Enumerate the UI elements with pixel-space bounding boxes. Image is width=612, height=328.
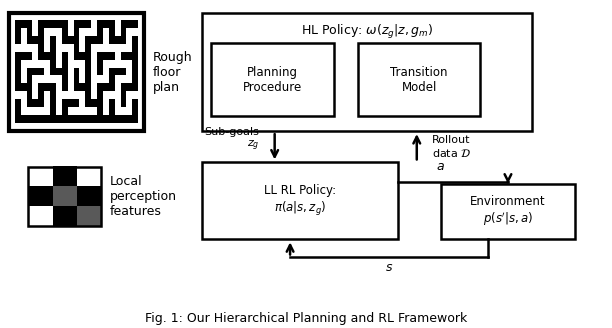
- Text: Transition
Model: Transition Model: [390, 66, 448, 93]
- Text: Local
perception
features: Local perception features: [110, 175, 177, 218]
- Bar: [28, 167, 101, 226]
- FancyBboxPatch shape: [441, 184, 575, 239]
- FancyBboxPatch shape: [202, 162, 398, 239]
- Text: Fig. 1: Our Hierarchical Planning and RL Framework: Fig. 1: Our Hierarchical Planning and RL…: [145, 312, 467, 325]
- Text: Planning
Procedure: Planning Procedure: [243, 66, 302, 93]
- Text: $s$: $s$: [385, 261, 393, 274]
- Text: Sub-goals
$z_g$: Sub-goals $z_g$: [204, 127, 259, 153]
- Bar: [9, 13, 144, 131]
- Text: HL Policy: $\omega(z_g|z, g_m)$: HL Policy: $\omega(z_g|z, g_m)$: [301, 23, 433, 41]
- FancyBboxPatch shape: [202, 13, 532, 131]
- Text: Environment
$p(s'|s, a)$: Environment $p(s'|s, a)$: [470, 195, 546, 228]
- Text: Rollout
data $\mathcal{D}$: Rollout data $\mathcal{D}$: [432, 135, 471, 159]
- Text: LL RL Policy:
$\pi(a|s, z_g)$: LL RL Policy: $\pi(a|s, z_g)$: [264, 184, 336, 217]
- FancyBboxPatch shape: [211, 43, 334, 116]
- FancyBboxPatch shape: [358, 43, 480, 116]
- Text: Rough
floor
plan: Rough floor plan: [153, 51, 193, 94]
- Text: $a$: $a$: [436, 160, 445, 174]
